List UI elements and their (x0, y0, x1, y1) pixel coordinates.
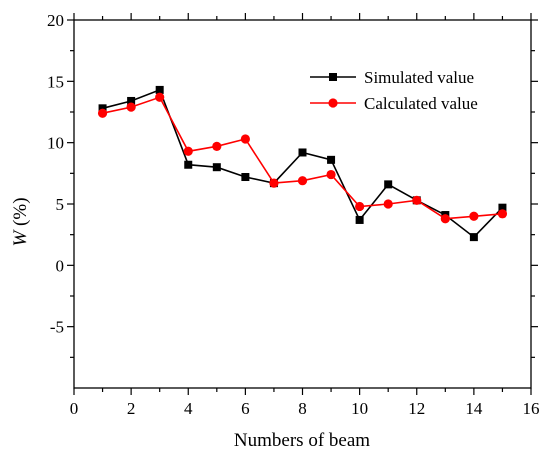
data-point (355, 201, 365, 212)
x-axis-title: Numbers of beam (234, 430, 370, 451)
x-tick-label: 12 (408, 399, 425, 418)
legend-marker (329, 73, 337, 81)
legend-marker (328, 98, 338, 108)
legend-item: Calculated value (310, 94, 478, 113)
data-point (212, 141, 222, 151)
data-point (297, 176, 308, 186)
y-tick-label: -5 (50, 318, 64, 337)
y-tick-label: 10 (47, 134, 64, 153)
data-point (498, 203, 507, 212)
data-point (155, 92, 165, 102)
data-point (184, 160, 193, 169)
data-point (469, 211, 479, 221)
series-calculated (97, 92, 508, 224)
legend-label: Calculated value (364, 94, 478, 113)
data-point (355, 215, 364, 224)
legend-label: Simulated value (364, 68, 474, 87)
y-tick-label: 0 (56, 256, 65, 275)
data-point (326, 169, 336, 180)
data-point (183, 146, 193, 156)
data-point (497, 209, 508, 219)
data-point (240, 134, 250, 144)
data-point (269, 178, 279, 188)
x-tick-label: 6 (241, 399, 250, 418)
y-tick-label: 5 (56, 195, 65, 214)
data-point (127, 96, 136, 105)
legend-item: Simulated value (310, 68, 474, 87)
series-line (102, 96, 503, 220)
data-point (241, 173, 250, 182)
data-point (212, 163, 221, 172)
x-tick-label: 10 (351, 399, 368, 418)
data-point (97, 108, 108, 118)
y-axis-title-var: W (10, 229, 31, 247)
y-tick-label: 15 (47, 72, 64, 91)
data-point (155, 85, 164, 94)
series-layer (97, 85, 508, 242)
x-tick-label: 4 (184, 399, 193, 418)
x-tick-label: 2 (127, 399, 136, 418)
data-point (298, 148, 307, 157)
axes: 0 2 4 6 8 10 12 14 16 -5 0 5 10 15 20 (47, 11, 540, 418)
data-point (384, 180, 393, 189)
x-tick-label: 16 (523, 399, 540, 418)
data-point (383, 199, 393, 209)
data-point (126, 102, 136, 112)
data-point (98, 104, 107, 113)
legend: Simulated value Calculated value (310, 68, 478, 113)
data-point (327, 155, 336, 164)
y-tick-label: 20 (47, 11, 64, 30)
y-axis-title-unit: (%) (10, 197, 31, 230)
x-tick-label: 14 (465, 399, 483, 418)
y-axis-title: W (%) (10, 197, 31, 246)
data-point (469, 233, 478, 242)
data-point (440, 214, 450, 224)
x-tick-label: 0 (70, 399, 79, 418)
x-tick-label: 8 (298, 399, 307, 418)
data-point (412, 195, 422, 205)
